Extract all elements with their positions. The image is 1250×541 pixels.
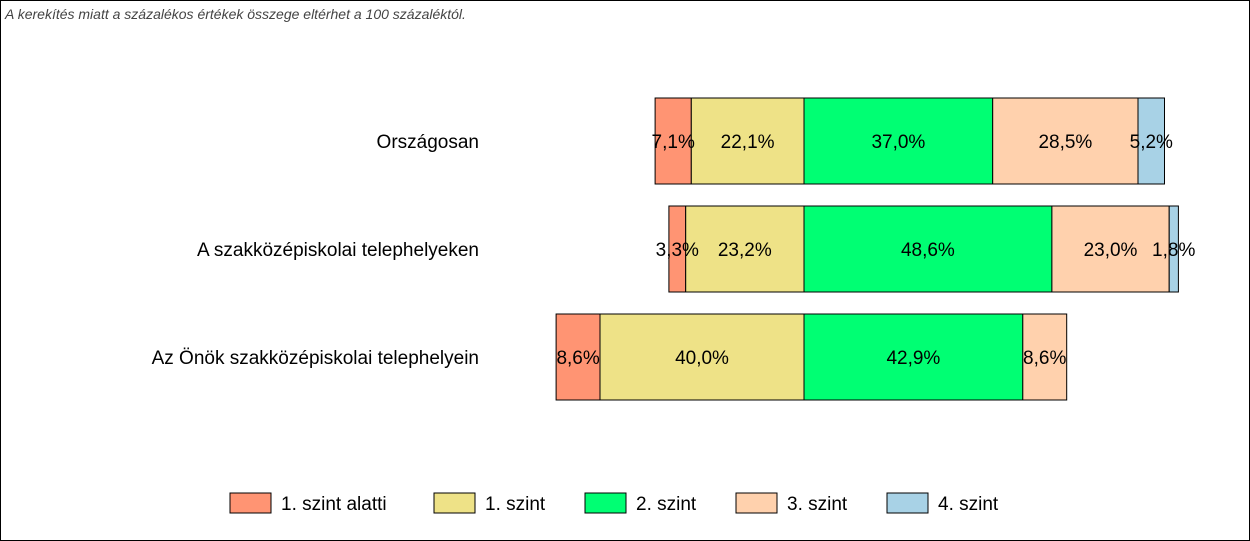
bar-segment xyxy=(1137,97,1165,185)
bar-segment xyxy=(992,97,1139,185)
category-label: Az Önök szakközépiskolai telephelyein xyxy=(152,348,479,369)
legend-label: 3. szint xyxy=(787,494,848,515)
bar-segment xyxy=(690,97,805,185)
category-labels: Országosan A szakközépiskolai telephelyek… xyxy=(152,132,479,369)
data-label: 8,6% xyxy=(556,348,599,369)
legend-swatch xyxy=(229,492,272,514)
data-label: 8,6% xyxy=(1023,348,1066,369)
data-label: 1,8% xyxy=(1152,240,1195,261)
bar-segments xyxy=(555,97,1179,401)
data-label: 40,0% xyxy=(675,348,729,369)
legend-label: 1. szint xyxy=(485,494,546,515)
data-label: 22,1% xyxy=(721,132,775,153)
legend-swatch xyxy=(735,492,778,514)
category-label: A szakközépiskolai telephelyeken xyxy=(197,240,479,261)
legend-swatch xyxy=(886,492,929,514)
category-label: Országosan xyxy=(377,132,479,153)
bar-segment xyxy=(1022,313,1068,401)
bar-segment xyxy=(1168,205,1179,293)
bar-segment xyxy=(599,313,805,401)
data-label: 7,1% xyxy=(652,132,695,153)
data-labels: 7,1% 22,1% 37,0% 28,5% 5,2% 3,3% 23,2% 48,6% 23,… xyxy=(556,132,1195,369)
legend-label: 2. szint xyxy=(636,494,697,515)
bar-segment xyxy=(1051,205,1170,293)
data-label: 5,2% xyxy=(1130,132,1173,153)
data-label: 37,0% xyxy=(871,132,925,153)
bar-segment xyxy=(803,313,1024,401)
legend-label: 1. szint alatti xyxy=(281,494,387,515)
legend-swatch xyxy=(584,492,627,514)
bar-segment xyxy=(555,313,601,401)
legend-label: 4. szint xyxy=(938,494,999,515)
bar-segment xyxy=(803,205,1053,293)
data-label: 28,5% xyxy=(1038,132,1092,153)
data-label: 48,6% xyxy=(901,240,955,261)
data-label: 23,0% xyxy=(1084,240,1138,261)
data-label: 3,3% xyxy=(656,240,699,261)
data-label: 42,9% xyxy=(886,348,940,369)
legend: 1. szint alatti 1. szint 2. szint 3. szint 4… xyxy=(229,492,999,515)
data-label: 23,2% xyxy=(718,240,772,261)
legend-swatch xyxy=(433,492,476,514)
bar-segment xyxy=(685,205,805,293)
rounding-note: A kerekítés miatt a százalékos értékek ö… xyxy=(5,6,466,22)
